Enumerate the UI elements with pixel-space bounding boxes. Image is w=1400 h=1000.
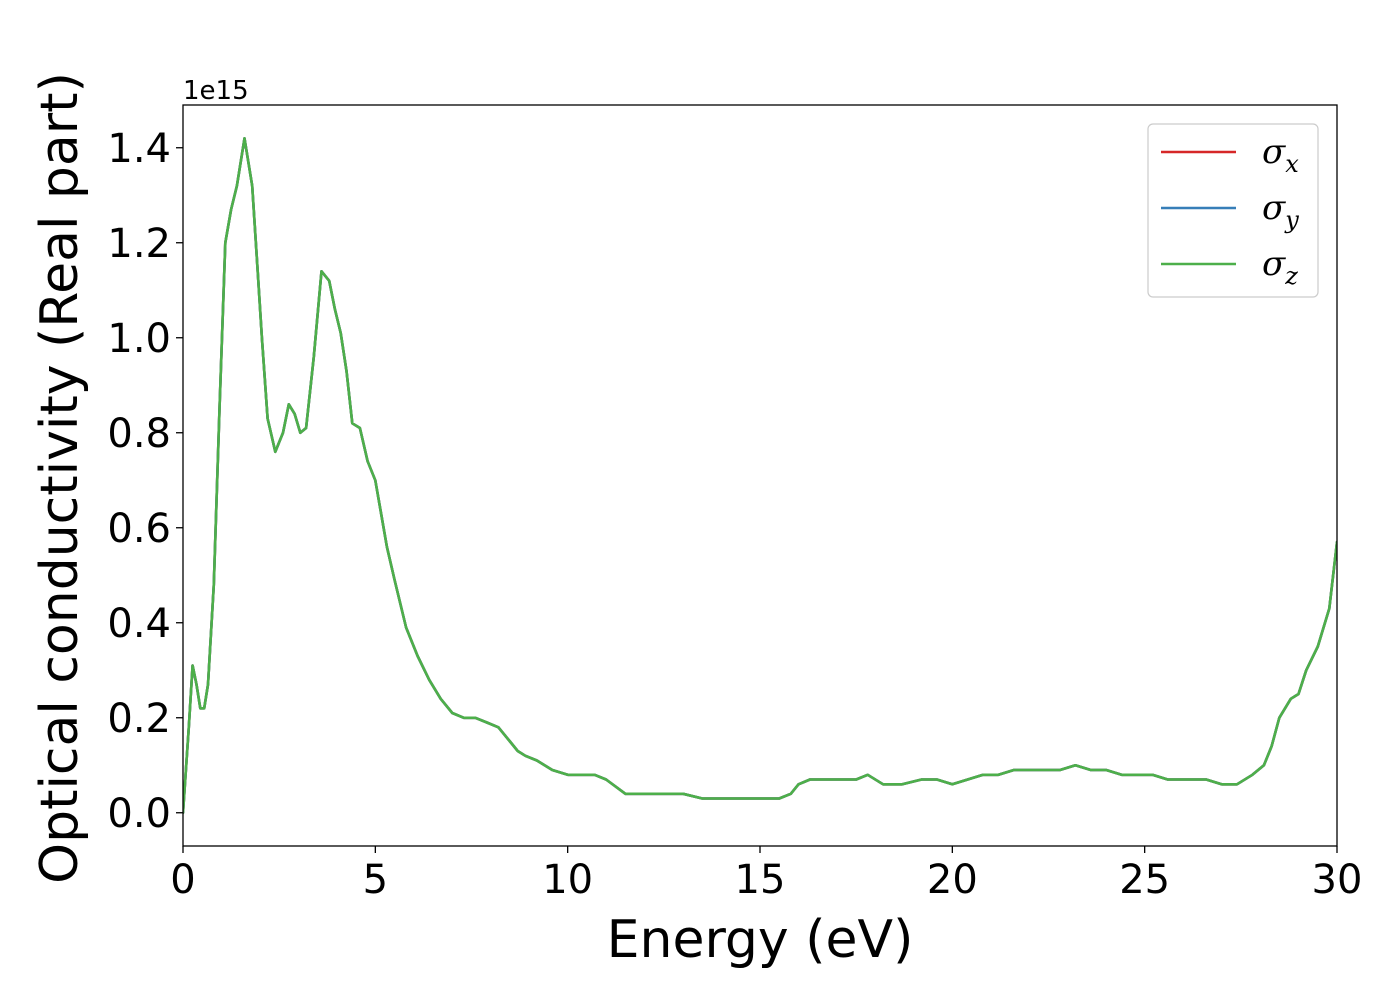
legend: σx σy σz [1147, 123, 1319, 298]
y-tick-label: 0.6 [107, 506, 171, 552]
y-tick-label: 0.2 [107, 696, 171, 742]
x-tick-label: 25 [1119, 857, 1170, 903]
x-tick-label: 30 [1312, 857, 1363, 903]
legend-label: σy [1262, 188, 1299, 234]
x-tick-label: 15 [735, 857, 786, 903]
series-line-z [183, 137, 1337, 815]
legend-label: σx [1262, 132, 1299, 178]
y-tick-label: 0.4 [107, 601, 171, 647]
y-tick-label: 0.8 [107, 411, 171, 457]
y-axis-title: Optical conductivity (Real part) [30, 72, 90, 884]
y-axis-offset-label: 1e15 [183, 76, 249, 106]
legend-item-x: σx [1161, 132, 1299, 178]
legend-frame [1147, 123, 1319, 298]
y-tick-label: 0.0 [107, 791, 171, 837]
x-tick-label: 10 [542, 857, 593, 903]
x-tick-label: 0 [170, 857, 195, 903]
series-lines [183, 137, 1337, 815]
x-axis: 0 5 10 15 20 25 30 [170, 846, 1362, 903]
legend-item-y: σy [1161, 188, 1299, 234]
legend-item-z: σz [1161, 244, 1298, 290]
legend-label: σz [1262, 244, 1298, 290]
x-tick-label: 5 [363, 857, 388, 903]
y-tick-label: 1.2 [107, 221, 171, 267]
y-axis: 0.0 0.2 0.4 0.6 0.8 1.0 1.2 1.4 [107, 126, 183, 837]
x-tick-label: 20 [927, 857, 978, 903]
y-tick-label: 1.4 [107, 126, 171, 172]
x-axis-title: Energy (eV) [607, 910, 914, 970]
plot-area [183, 105, 1337, 846]
y-tick-label: 1.0 [107, 316, 171, 362]
